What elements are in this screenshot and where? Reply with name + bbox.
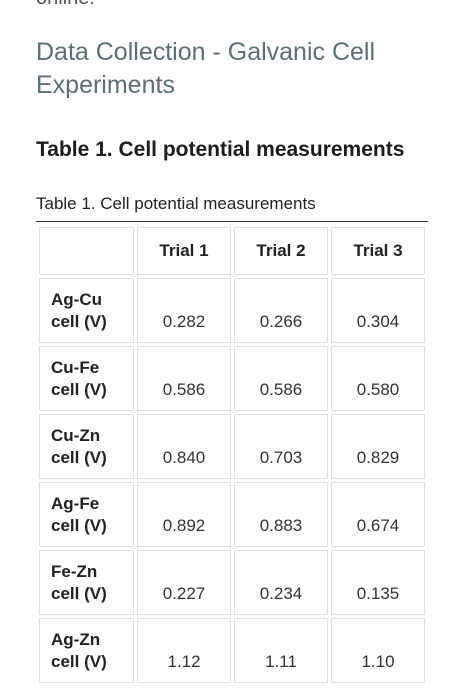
table-row: Cu-Zn cell (V) 0.840 0.703 0.829 (39, 414, 425, 479)
table-cell: 0.586 (234, 346, 328, 411)
row-label: Cu-Zn cell (V) (39, 414, 134, 479)
header-cell-trial-1: Trial 1 (137, 227, 231, 275)
table-cell: 0.580 (331, 346, 425, 411)
table-cell: 0.840 (137, 414, 231, 479)
table-cell: 0.266 (234, 278, 328, 343)
row-label-line1: Cu-Fe (51, 357, 100, 377)
row-label-line2: cell (V) (51, 515, 107, 535)
row-label-line1: Cu-Zn (51, 425, 101, 445)
table-caption: Table 1. Cell potential measurements (36, 194, 316, 213)
table-cell: 0.304 (331, 278, 425, 343)
row-label: Fe-Zn cell (V) (39, 550, 134, 615)
row-label: Ag-Zn cell (V) (39, 618, 134, 683)
table-cell: 0.703 (234, 414, 328, 479)
table-cell: 1.11 (234, 618, 328, 683)
table-header-row: Trial 1 Trial 2 Trial 3 (39, 227, 425, 275)
table-row: Ag-Cu cell (V) 0.282 0.266 0.304 (39, 278, 425, 343)
table-cell: 0.829 (331, 414, 425, 479)
row-label-line2: cell (V) (51, 379, 107, 399)
header-cell-trial-3: Trial 3 (331, 227, 425, 275)
caption-divider (36, 221, 428, 222)
table-heading: Table 1. Cell potential measurements (36, 138, 405, 161)
row-label-line2: cell (V) (51, 311, 107, 331)
cell-potential-table-container: Trial 1 Trial 2 Trial 3 Ag-Cu cell (V) 0.… (36, 224, 428, 686)
row-label-line2: cell (V) (51, 447, 107, 467)
table-cell: 0.282 (137, 278, 231, 343)
table-cell: 1.10 (331, 618, 425, 683)
row-label-line2: cell (V) (51, 651, 107, 671)
row-label-line2: cell (V) (51, 583, 107, 603)
table-cell: 0.234 (234, 550, 328, 615)
table-row: Ag-Fe cell (V) 0.892 0.883 0.674 (39, 482, 425, 547)
table-cell: 0.892 (137, 482, 231, 547)
truncated-text: online. (36, 0, 95, 10)
table-row: Fe-Zn cell (V) 0.227 0.234 0.135 (39, 550, 425, 615)
table-cell: 0.135 (331, 550, 425, 615)
table-row: Ag-Zn cell (V) 1.12 1.11 1.10 (39, 618, 425, 683)
cell-potential-table: Trial 1 Trial 2 Trial 3 Ag-Cu cell (V) 0.… (36, 224, 428, 686)
table-cell: 0.586 (137, 346, 231, 411)
table-row: Cu-Fe cell (V) 0.586 0.586 0.580 (39, 346, 425, 411)
row-label-line1: Ag-Cu (51, 289, 102, 309)
row-label-line1: Ag-Fe (51, 493, 100, 513)
row-label-line1: Fe-Zn (51, 561, 98, 581)
header-cell-empty (39, 227, 134, 275)
row-label: Cu-Fe cell (V) (39, 346, 134, 411)
table-cell: 0.227 (137, 550, 231, 615)
header-cell-trial-2: Trial 2 (234, 227, 328, 275)
row-label: Ag-Fe cell (V) (39, 482, 134, 547)
table-cell: 1.12 (137, 618, 231, 683)
table-cell: 0.883 (234, 482, 328, 547)
section-title: Data Collection - Galvanic Cell Experime… (36, 38, 376, 99)
table-cell: 0.674 (331, 482, 425, 547)
row-label-line1: Ag-Zn (51, 629, 101, 649)
row-label: Ag-Cu cell (V) (39, 278, 134, 343)
